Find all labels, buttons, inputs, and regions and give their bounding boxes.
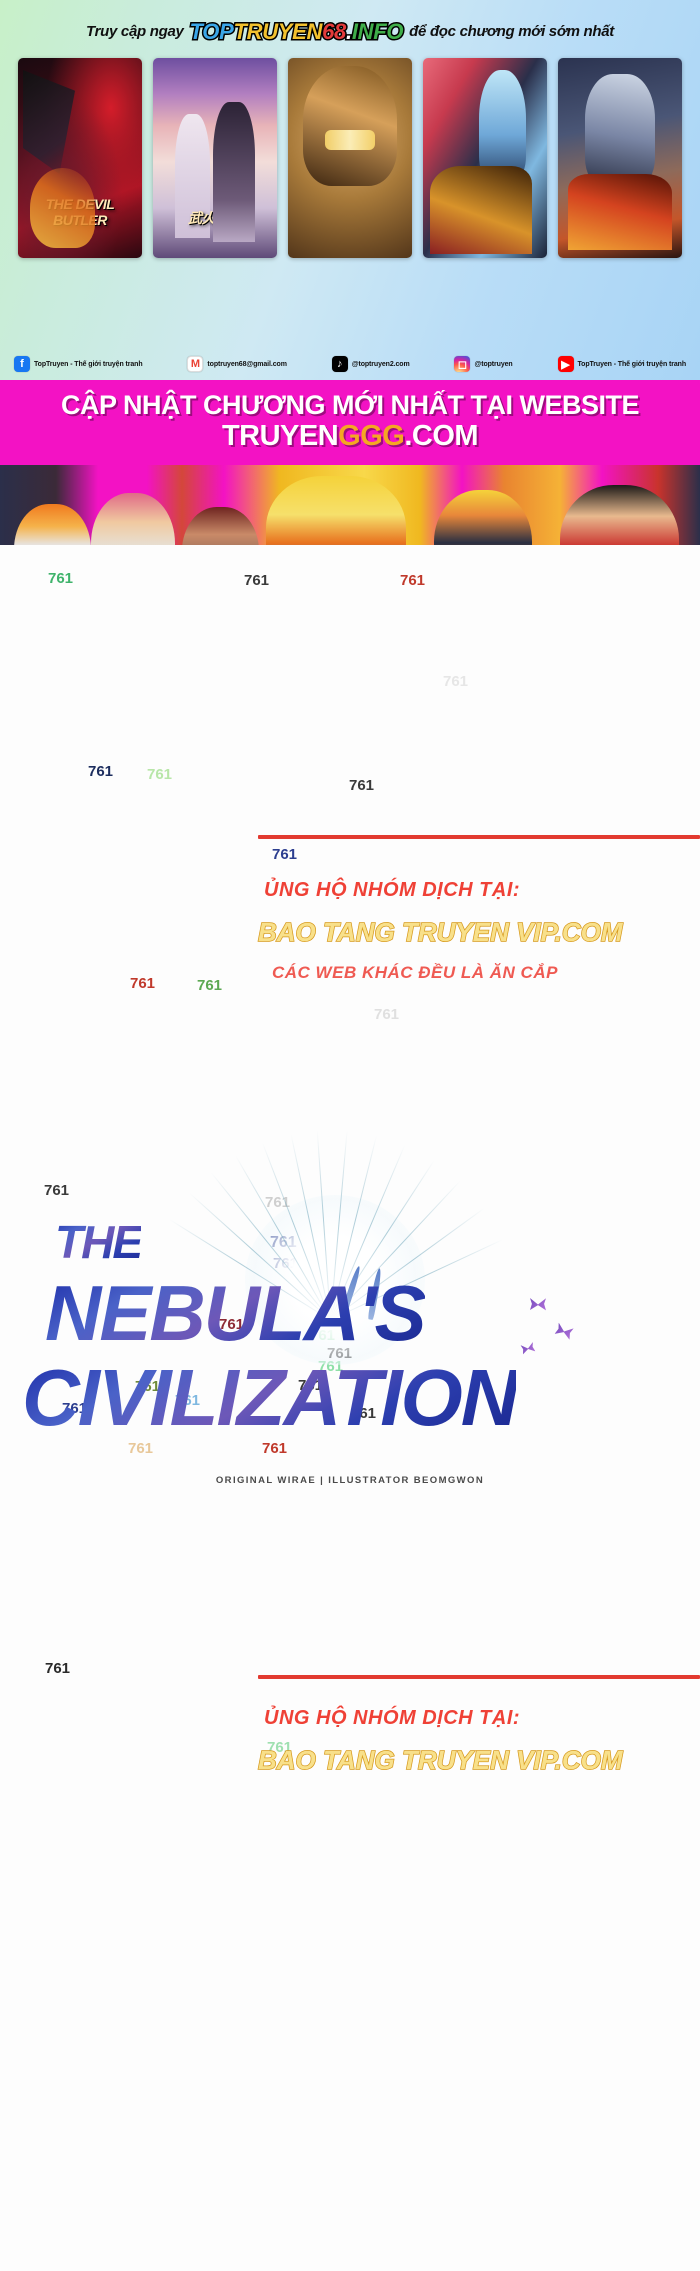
character-figure	[266, 476, 406, 545]
watermark-number: 761	[400, 572, 426, 589]
comic-card[interactable]: THE DEVIL BUTLER	[18, 58, 142, 258]
logo-part-68: 68	[321, 18, 348, 46]
chapter-content-area: 761 761 761 761 761 761 761 761 761 761 761 761 761 7…	[0, 545, 700, 2271]
butterfly-decoration	[530, 1298, 546, 1311]
pink-banner-site-a: TRUYEN	[221, 420, 339, 453]
youtube-icon: ▶	[557, 356, 574, 372]
social-link-tiktok[interactable]: ♪ @toptruyen2.com	[331, 356, 410, 372]
comic-card[interactable]: 瓦砾成神	[558, 58, 682, 258]
tiktok-icon: ♪	[331, 356, 348, 372]
title-line-the: THE	[55, 1216, 143, 1268]
social-label: @toptruyen	[474, 360, 513, 368]
divider-rule	[258, 1675, 700, 1679]
watermark-number: 761	[45, 1660, 71, 1677]
comic-card-title: THE DEVIL BUTLER	[45, 196, 115, 228]
watermark-number: 761	[88, 763, 114, 780]
chapter-title-artwork: THE NEBULA'S CIVILIZATION	[0, 1120, 700, 1460]
social-link-facebook[interactable]: f TopTruyen - Thế giới truyện tranh	[14, 356, 143, 372]
pink-banner-site-b: GGG	[338, 420, 405, 453]
toptruyen-logo[interactable]: TOPTRUYEN68.INFO	[188, 18, 405, 46]
social-label: TopTruyen - Thế giới truyện tranh	[34, 360, 143, 368]
comic-card[interactable]: 武火巅峰	[153, 58, 277, 258]
title-line-civilization: CIVILIZATION	[22, 1353, 518, 1442]
comic-card-row: THE DEVIL BUTLER 武火巅峰 开局一座山 瓦砾成神	[18, 58, 682, 258]
top-promo-banner[interactable]: Truy cập ngay TOPTRUYEN68.INFO để đọc chươ…	[0, 0, 700, 380]
pink-banner-site-c: .COM	[404, 420, 479, 453]
anime-character-art	[0, 465, 700, 545]
comic-card[interactable]	[288, 58, 412, 258]
watermark-number: 761	[147, 766, 173, 783]
social-label: TopTruyen - Thế giới truyện tranh	[577, 360, 687, 368]
butterfly-decoration	[520, 1342, 535, 1355]
watermark-number: 761	[443, 673, 469, 690]
watermark-number: 761	[130, 975, 156, 992]
watermark-number: 761	[197, 977, 223, 994]
instagram-icon: ◻	[454, 356, 471, 372]
character-figure	[434, 490, 532, 545]
character-figure	[91, 493, 175, 545]
watermark-number: 761	[48, 570, 74, 587]
promo-headline: Truy cập ngay TOPTRUYEN68.INFO để đọc chươ…	[0, 18, 700, 46]
logo-part-dot: .	[345, 18, 354, 46]
support-site-2[interactable]: BAO TANG TRUYEN VIP.COM	[257, 1744, 623, 1776]
divider-rule	[258, 835, 700, 839]
watermark-number: 761	[244, 572, 270, 589]
gmail-icon: M	[187, 356, 204, 372]
artwork-credit: ORIGINAL WIRAE | ILLUSTRATOR BEOMGWON	[215, 1475, 485, 1486]
social-link-gmail[interactable]: M toptruyen68@gmail.com	[187, 356, 287, 372]
comic-card-title: 瓦砾成神	[593, 210, 648, 226]
social-label: @toptruyen2.com	[351, 360, 410, 368]
character-figure	[14, 504, 91, 545]
pink-promo-banner[interactable]: CẬP NHẬT CHƯƠNG MỚI NHẤT TẠI WEBSITE TRU…	[0, 380, 700, 545]
character-figure	[182, 507, 259, 545]
comic-card[interactable]: 开局一座山	[423, 58, 547, 258]
social-link-youtube[interactable]: ▶ TopTruyen - Thế giới truyện tranh	[557, 356, 687, 372]
promo-headline-suffix: để đọc chương mới sớm nhất	[409, 22, 614, 40]
watermark-number: 761	[349, 777, 375, 794]
support-note-1: CÁC WEB KHÁC ĐỀU LÀ ĂN CẮP	[272, 963, 558, 982]
logo-part-info: INFO	[350, 18, 405, 46]
butterfly-decoration	[554, 1323, 573, 1341]
facebook-icon: f	[14, 356, 30, 372]
logo-part-truyen: TRUYEN	[232, 18, 324, 46]
promo-headline-prefix: Truy cập ngay	[86, 22, 184, 40]
pink-banner-line1: CẬP NHẬT CHƯƠNG MỚI NHẤT TẠI WEBSITE	[61, 390, 639, 420]
social-link-instagram[interactable]: ◻ @toptruyen	[454, 356, 513, 372]
social-label: toptruyen68@gmail.com	[207, 360, 287, 368]
watermark-number: 761	[374, 1006, 400, 1023]
support-site-1[interactable]: BAO TANG TRUYEN VIP.COM	[257, 916, 623, 948]
pink-banner-line2: TRUYENGGG.COM	[0, 420, 700, 453]
logo-part-top: TOP	[188, 18, 235, 46]
comic-card-title: 武火巅峰	[188, 210, 243, 226]
social-links-bar: f TopTruyen - Thế giới truyện tranh M to…	[14, 352, 686, 376]
title-line-nebulas: NEBULA'S	[45, 1269, 427, 1357]
support-title-1: ỦNG HỘ NHÓM DỊCH TẠI:	[264, 879, 521, 901]
support-title-2: ỦNG HỘ NHÓM DỊCH TẠI:	[264, 1707, 521, 1729]
character-figure	[560, 484, 679, 545]
comic-card-title: 开局一座山	[451, 210, 519, 226]
watermark-number: 761	[272, 846, 298, 863]
